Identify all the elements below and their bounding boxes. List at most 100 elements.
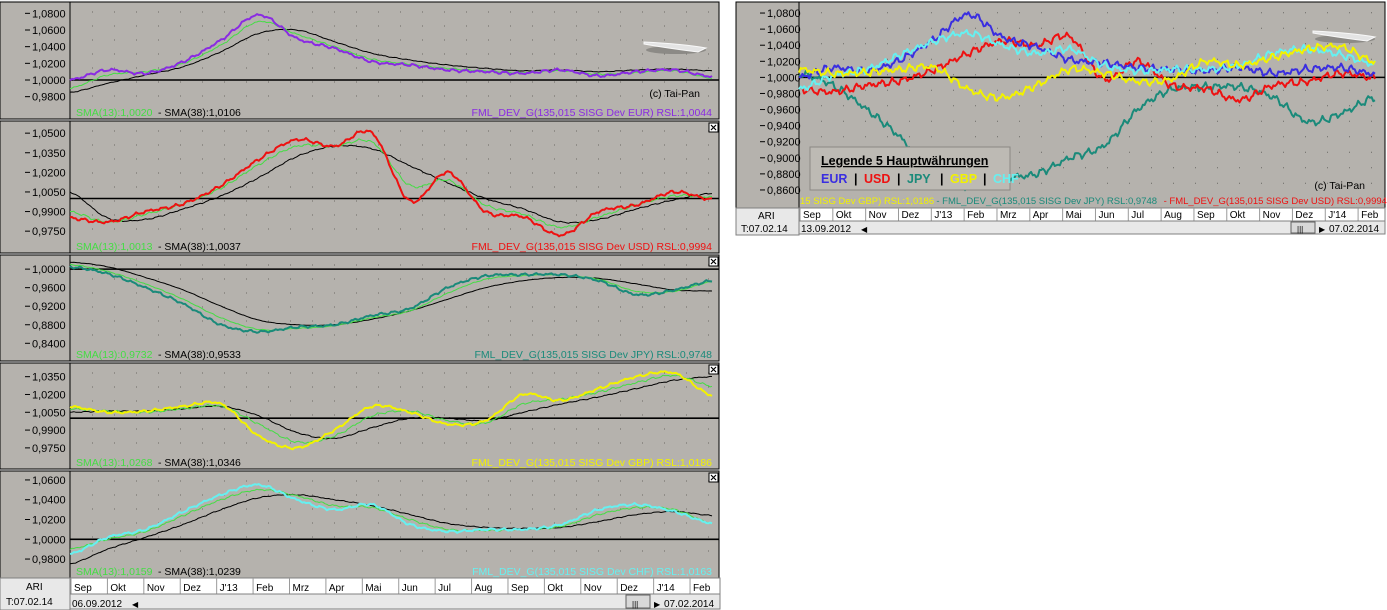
grid-dots [92,264,709,336]
y-tick-label: 1,0050 [32,187,66,199]
sma38-legend: - SMA(38):1,0106 [158,107,241,119]
y-axis-area [0,1,71,120]
x-tick-label: Feb [1361,210,1379,221]
overlay-line-chf [798,29,1376,92]
y-tick-label: 0,9900 [32,425,66,437]
plot-area [69,120,720,254]
x-tick-label: Nov [584,583,602,594]
corner-label: ARI [26,582,43,593]
scrollbar-thumb[interactable] [1290,221,1316,234]
bottom-left-date: T:07.02.14 [741,224,788,235]
thumb-grip-icon: ||| [632,600,638,609]
close-x-icon [710,124,717,131]
right-chart-window: 1,0800 1,0600 1,0400 1,0200 1,0000 0,9800 0,96… [735,1,1387,236]
sma13-legend: SMA(13):1,0159 [76,566,153,578]
y-tick-label: 1,0600 [767,24,801,36]
y-tick-label: 0,9800 [32,92,66,104]
legend-box-bg [809,146,1011,191]
rsl-line-eur [69,13,713,82]
sma38-line [69,375,713,440]
legend-separator: | [983,172,987,186]
close-panel-button[interactable] [708,364,719,375]
close-panel-button[interactable] [708,472,719,483]
sma13-legend: SMA(13):1,0268 [76,457,153,469]
x-tick-label: Aug [475,583,493,594]
sma38-line [69,144,713,224]
sma38-legend: - SMA(38):1,0346 [158,457,241,469]
y-tick-label: 0,8800 [32,320,66,332]
sma38-legend: - SMA(38):0,9533 [158,349,241,361]
series-legend: FML_DEV_G(135,015 SISG Dev EUR) RSL:1,00… [472,107,713,119]
series-legend: FML_DEV_G(135,015 SISG Dev USD) RSL:0,99… [472,241,713,253]
y-tick-label: 1,0050 [32,407,66,419]
y-tick-label: 1,0200 [32,167,66,179]
y-tick-label: 0,9000 [767,153,801,165]
scrollbar-thumb[interactable] [625,594,651,609]
close-x-icon [710,258,717,265]
y-tick-label: 0,8800 [767,169,801,181]
plot-area [69,1,720,120]
scroll-right-arrow-icon[interactable]: ▶ [1319,225,1326,234]
x-tick-label: Mrz [1000,210,1017,221]
x-tick-label: Dez [901,210,919,221]
y-tick-label: 0,9900 [32,207,66,219]
close-panel-button[interactable] [708,122,719,133]
logo-shape [643,41,708,53]
x-tick-label: Nov [869,210,887,221]
y-axis-area [0,254,71,362]
scroll-right-arrow-icon[interactable]: ▶ [654,600,661,609]
x-tick-label: Okt [110,583,126,594]
thumb-grip-icon: ||| [1297,225,1303,234]
panel-eur: 1,0800 1,0600 1,0400 1,0200 1,0000 0,9800 SMA(… [0,1,720,120]
y-tick-label: 1,0000 [767,72,801,84]
scrollbar-track[interactable] [798,220,1386,235]
legend-separator: | [897,172,901,186]
panel-chf: 1,0600 1,0400 1,0200 1,0000 0,9800 SMA(13):1,… [0,470,720,579]
overlay-line-gbp [798,42,1376,102]
plot-area [69,470,720,579]
x-tick-label: Apr [1033,210,1049,221]
timeline-scrollbar[interactable]: 13.09.2012 ◀ ||| ▶ 07.02.2014 [798,220,1386,235]
x-tick-label: Mai [1066,210,1082,221]
close-x-icon [710,474,717,481]
y-tick-label: 1,0200 [32,58,66,70]
scroll-left-arrow-icon[interactable]: ◀ [132,600,139,609]
x-tick-label: Dez [183,583,201,594]
close-panel-button[interactable] [708,256,719,267]
left-bottom-axis: ARI T:07.02.14 Sep Okt Nov Dez J'13 Feb Mrz Apr Ma… [0,577,721,610]
x-tick-label: Feb [693,583,711,594]
series-legend: FML_DEV_G(135,015 SISG Dev GBP) RSL:1,01… [472,457,713,469]
bottom-left-date: T:07.02.14 [6,597,53,608]
grid-dots [92,11,709,97]
legend-item-chf: CHF [993,172,1019,186]
y-tick-label: 0,8600 [767,185,801,197]
corner-label: ARI [758,211,775,222]
y-tick-label: 0,9750 [32,443,66,455]
y-tick-label: 1,0400 [32,42,66,54]
y-tick-label: 1,0000 [32,534,66,546]
series-legend: FML_DEV_G(135,015 SISG Dev CHF) RSL:1,01… [472,566,712,578]
y-axis-area [0,362,71,470]
close-x-icon [710,366,717,373]
x-tick-label: Dez [620,583,638,594]
rsl-line-jpy [69,265,713,334]
scrollbar-track[interactable] [69,593,721,610]
x-tick-label: Okt [1230,210,1246,221]
sma38-legend: - SMA(38):1,0239 [158,566,241,578]
legend-separator: | [940,172,944,186]
y-tick-label: 1,0200 [32,389,66,401]
end-date: 07.02.2014 [664,599,714,610]
sma13-line [69,20,713,89]
y-tick-label: 0,9800 [767,88,801,100]
x-tick-label: Okt [836,210,852,221]
scroll-left-arrow-icon[interactable]: ◀ [861,225,868,234]
sma13-legend: SMA(13):1,0013 [76,241,153,253]
timeline-scrollbar[interactable]: 06.09.2012 ◀ ||| ▶ 07.02.2014 [69,593,721,610]
sma38-legend: - SMA(38):1,0037 [158,241,241,253]
x-tick-label: Feb [967,210,985,221]
overlay-line-eur [798,11,1376,80]
rsl-line-usd [69,129,713,238]
legend-item-gbp: GBP [950,172,977,186]
y-tick-label: 1,0800 [767,8,801,20]
x-tick-label: Sep [1197,210,1215,221]
